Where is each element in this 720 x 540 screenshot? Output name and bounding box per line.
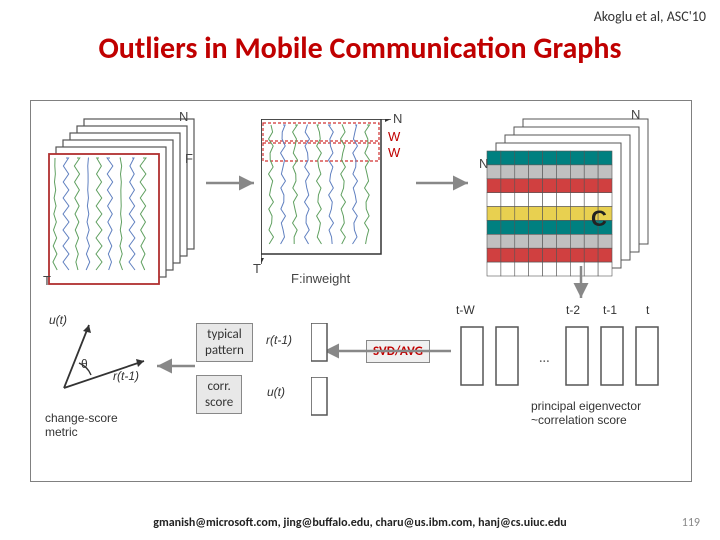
page-title: Outliers in Mobile Communication Graphs	[0, 30, 720, 67]
label-t1: t-1	[603, 303, 617, 317]
label-N-2: N	[393, 111, 402, 126]
label-t2: t-2	[566, 303, 580, 317]
arrow-1	[206, 173, 261, 193]
arrow-3-down	[571, 266, 591, 306]
rt1-box	[311, 323, 329, 363]
principal-label: principal eigenvector ~correlation score	[531, 399, 641, 427]
angle-diagram	[49, 313, 159, 413]
label-C: C	[591, 206, 607, 232]
timeseries-stack	[41, 111, 231, 301]
rt1-label: r(t-1)	[266, 333, 292, 347]
page-number: 119	[682, 516, 700, 530]
rect-row: ...	[451, 317, 681, 397]
label-Fin: F:inweight	[291, 271, 350, 286]
w-label-1: W	[388, 129, 400, 144]
footer-emails: gmanish@microsoft.com, jing@buffalo.edu,…	[0, 516, 720, 530]
change-score-label: change-score metric	[45, 411, 118, 439]
svg-text:...: ...	[539, 349, 550, 366]
citation-text: Akoglu et al, ASC'10	[594, 8, 706, 25]
corr-score-box: corr. score	[196, 375, 242, 414]
label-N-3: N	[631, 107, 640, 122]
w-label-2: W	[388, 145, 400, 160]
label-T-2: T	[253, 261, 261, 276]
label-F-1: F	[185, 151, 193, 166]
label-N-4: N	[479, 156, 488, 171]
grid-stack	[479, 111, 679, 291]
ut-label-1: u(t)	[49, 313, 67, 327]
label-T-1: T	[43, 273, 51, 288]
label-t: t	[646, 303, 649, 317]
theta-label: θ	[81, 357, 88, 371]
ut-label-2: u(t)	[267, 385, 285, 399]
label-tW: t-W	[456, 303, 475, 317]
arrow-4-left	[316, 341, 456, 361]
label-N-1: N	[179, 109, 188, 124]
rt1-vec-label: r(t-1)	[113, 369, 139, 383]
ut-box	[311, 377, 329, 417]
diagram-container: N F T N W W T F:inweight	[30, 100, 692, 482]
typical-pattern-box: typical pattern	[196, 323, 253, 362]
arrow-2	[416, 173, 476, 193]
